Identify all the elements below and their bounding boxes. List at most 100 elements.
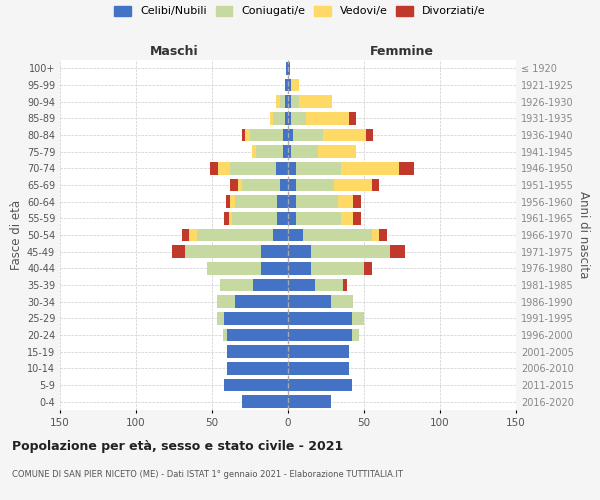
Bar	[288, 112, 291, 124]
Y-axis label: Fasce di età: Fasce di età	[10, 200, 23, 270]
Bar	[270, 112, 273, 124]
Bar	[227, 329, 288, 341]
Bar	[277, 212, 288, 224]
Bar	[399, 162, 414, 174]
Bar	[338, 196, 353, 208]
Bar	[273, 112, 285, 124]
Bar	[172, 246, 185, 258]
Bar	[250, 129, 283, 141]
Bar	[211, 162, 218, 174]
Bar	[291, 112, 306, 124]
Bar	[256, 146, 283, 158]
Bar	[288, 196, 296, 208]
Bar	[260, 246, 288, 258]
Bar	[277, 196, 288, 208]
Bar	[341, 162, 399, 174]
Bar	[288, 362, 349, 374]
Bar	[303, 229, 371, 241]
Bar	[352, 312, 364, 324]
Bar	[288, 62, 290, 74]
Bar	[319, 146, 356, 158]
Text: Maschi: Maschi	[149, 44, 199, 58]
Bar	[353, 212, 361, 224]
Bar	[323, 129, 365, 141]
Bar	[218, 162, 230, 174]
Bar	[227, 362, 288, 374]
Bar	[334, 179, 371, 192]
Bar	[288, 296, 331, 308]
Bar	[182, 229, 189, 241]
Bar	[229, 212, 232, 224]
Bar	[379, 229, 387, 241]
Bar	[223, 329, 227, 341]
Bar	[230, 196, 235, 208]
Bar	[220, 279, 253, 291]
Bar	[242, 179, 280, 192]
Bar	[316, 279, 343, 291]
Bar	[288, 329, 352, 341]
Bar	[235, 196, 277, 208]
Bar	[288, 212, 296, 224]
Bar	[364, 262, 371, 274]
Bar	[280, 179, 288, 192]
Bar	[283, 129, 288, 141]
Bar	[288, 162, 296, 174]
Bar	[197, 229, 273, 241]
Bar	[288, 279, 316, 291]
Bar	[288, 146, 291, 158]
Bar	[242, 396, 288, 408]
Text: Popolazione per età, sesso e stato civile - 2021: Popolazione per età, sesso e stato civil…	[12, 440, 343, 453]
Bar	[291, 79, 299, 92]
Bar	[227, 346, 288, 358]
Text: Femmine: Femmine	[370, 44, 434, 58]
Bar	[293, 129, 323, 141]
Bar	[273, 229, 288, 241]
Y-axis label: Anni di nascita: Anni di nascita	[577, 192, 590, 278]
Bar	[288, 346, 349, 358]
Bar	[371, 179, 379, 192]
Bar	[291, 146, 319, 158]
Bar	[306, 112, 349, 124]
Bar	[288, 379, 352, 391]
Bar	[291, 96, 299, 108]
Bar	[276, 96, 280, 108]
Bar	[296, 162, 341, 174]
Bar	[253, 279, 288, 291]
Legend: Celibi/Nubili, Coniugati/e, Vedovi/e, Divorziati/e: Celibi/Nubili, Coniugati/e, Vedovi/e, Di…	[115, 6, 485, 16]
Bar	[232, 212, 277, 224]
Bar	[296, 179, 334, 192]
Bar	[299, 96, 332, 108]
Bar	[185, 246, 260, 258]
Bar	[251, 146, 256, 158]
Bar	[288, 262, 311, 274]
Bar	[371, 229, 379, 241]
Bar	[217, 312, 224, 324]
Bar	[224, 312, 288, 324]
Bar	[390, 246, 405, 258]
Bar	[260, 262, 288, 274]
Bar	[235, 296, 288, 308]
Bar	[285, 96, 288, 108]
Bar	[238, 179, 242, 192]
Bar	[349, 112, 356, 124]
Bar	[224, 379, 288, 391]
Bar	[288, 129, 293, 141]
Bar	[189, 229, 197, 241]
Bar	[230, 179, 238, 192]
Bar	[242, 129, 245, 141]
Bar	[245, 129, 250, 141]
Bar	[353, 196, 361, 208]
Bar	[311, 246, 390, 258]
Bar	[288, 229, 303, 241]
Bar	[296, 212, 341, 224]
Bar	[224, 212, 229, 224]
Bar	[365, 129, 373, 141]
Bar	[288, 79, 291, 92]
Text: COMUNE DI SAN PIER NICETO (ME) - Dati ISTAT 1° gennaio 2021 - Elaborazione TUTTI: COMUNE DI SAN PIER NICETO (ME) - Dati IS…	[12, 470, 403, 479]
Bar	[217, 296, 235, 308]
Bar	[285, 79, 288, 92]
Bar	[288, 312, 352, 324]
Bar	[285, 112, 288, 124]
Bar	[283, 146, 288, 158]
Bar	[286, 62, 288, 74]
